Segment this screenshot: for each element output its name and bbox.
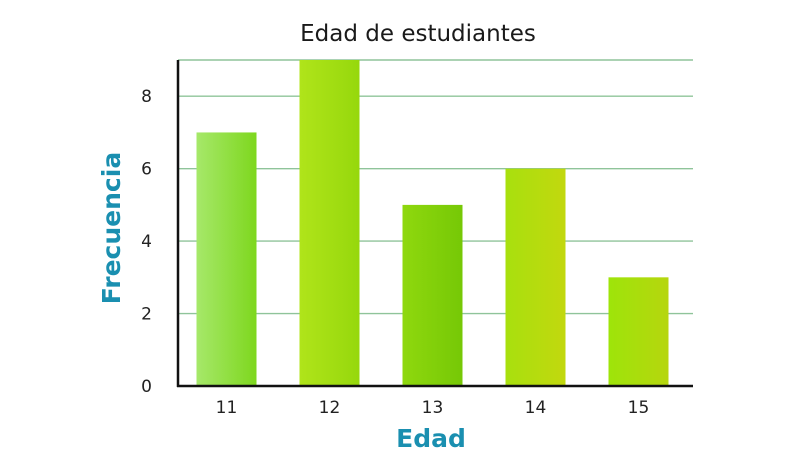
gridlines (178, 59, 693, 315)
y-tick-label: 0 (141, 377, 152, 397)
y-tick-label: 2 (141, 305, 152, 325)
chart-title: Edad de estudiantes (300, 21, 536, 47)
x-tick-label: 13 (422, 398, 444, 418)
y-axis-label: Frecuencia (97, 152, 126, 304)
bar-12 (299, 60, 360, 386)
y-tick-label: 8 (141, 87, 152, 107)
x-tick-label: 12 (319, 398, 341, 418)
y-tick-label: 6 (141, 160, 152, 180)
bar-13 (402, 204, 463, 386)
x-tick-labels: 11 12 13 14 15 (216, 398, 650, 418)
x-axis-label: Edad (396, 424, 466, 453)
bars (196, 60, 669, 386)
x-tick-label: 11 (216, 398, 238, 418)
y-tick-label: 4 (141, 232, 152, 252)
y-tick-labels: 0 2 4 6 8 (141, 87, 152, 397)
bar-11 (196, 132, 257, 386)
x-tick-label: 15 (628, 398, 650, 418)
bar-14 (505, 168, 566, 386)
bar-15 (608, 277, 669, 386)
x-tick-label: 14 (525, 398, 547, 418)
